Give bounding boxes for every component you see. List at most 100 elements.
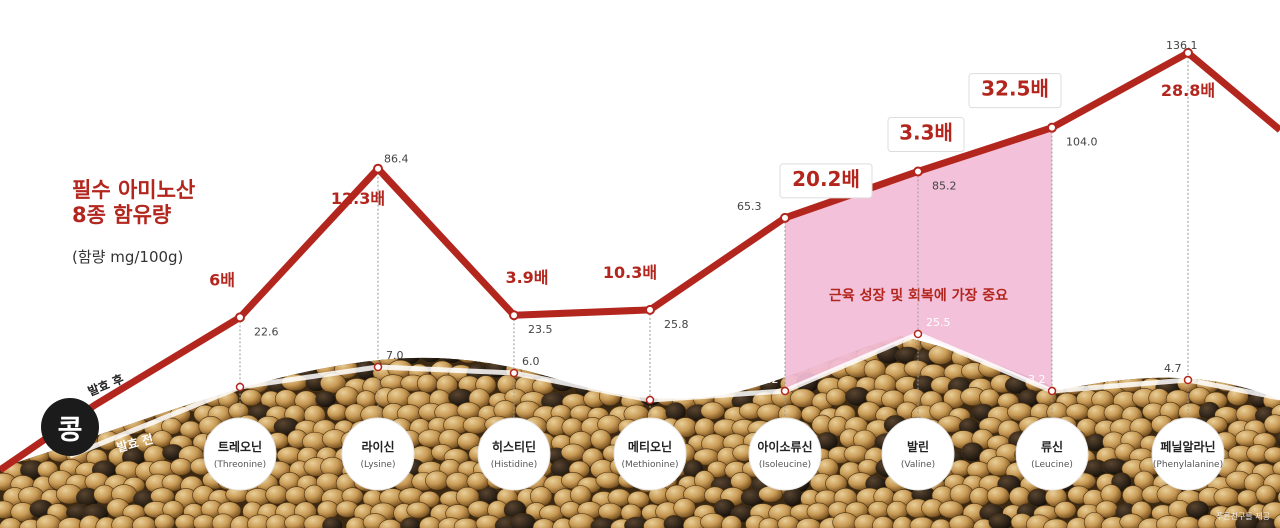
soybean — [1215, 345, 1238, 365]
point-after — [645, 304, 655, 315]
soybean — [153, 375, 180, 394]
soybean — [938, 500, 964, 519]
soybean — [1075, 336, 1100, 353]
soybean — [295, 336, 319, 349]
soybean — [521, 336, 548, 355]
soybean — [580, 336, 605, 353]
multiplier-label: 32.5배 — [981, 77, 1049, 101]
soybean — [595, 471, 622, 489]
value-label-before: 3.2 — [761, 373, 779, 386]
soybean — [1270, 349, 1280, 369]
soybean — [131, 349, 156, 368]
soybean — [634, 358, 660, 378]
value-label-after: 104.0 — [1066, 136, 1098, 149]
soybean — [1055, 336, 1079, 354]
soybean — [354, 336, 380, 352]
soybean — [988, 513, 1013, 528]
soybean — [1089, 336, 1116, 351]
point-after — [1047, 122, 1057, 133]
soybean — [1276, 429, 1280, 450]
soybean — [734, 336, 760, 353]
highlight-text: 근육 성장 및 회복에 가장 중요 — [829, 287, 1008, 304]
soybean — [416, 373, 438, 393]
category-circle — [1015, 417, 1089, 491]
soybean — [1170, 336, 1193, 350]
soybean — [673, 498, 696, 518]
title-line-1: 필수 아미노산 — [72, 178, 196, 202]
soybean — [618, 336, 642, 356]
point-after — [235, 312, 245, 323]
soybean — [1186, 500, 1210, 520]
soybean — [330, 336, 354, 351]
soybean — [1134, 336, 1157, 351]
multiplier-label: 12.3배 — [331, 189, 385, 208]
soybean — [151, 430, 173, 448]
bean-badge: 콩 — [41, 398, 99, 456]
category-label-en: (Threonine) — [214, 460, 266, 470]
soybean — [1270, 373, 1280, 392]
value-label-before: 2.5 — [658, 382, 676, 395]
soybean — [278, 336, 304, 356]
soybean — [1186, 336, 1211, 351]
soybean — [562, 359, 586, 379]
multiplier-label: 10.3배 — [603, 263, 657, 282]
guide-lines — [239, 56, 1189, 430]
multiplier-label: 28.8배 — [1161, 81, 1215, 100]
soybean — [420, 345, 442, 363]
soybean — [237, 359, 261, 380]
soybean — [1273, 513, 1280, 528]
soybean — [667, 350, 691, 370]
soybean — [447, 336, 471, 349]
category-label-ko: 아이소류신 — [757, 439, 812, 454]
soybean — [326, 403, 348, 422]
value-label-after: 65.3 — [737, 200, 762, 213]
soybean — [1251, 372, 1278, 393]
soybean — [54, 373, 81, 393]
point-before — [780, 386, 790, 396]
soybean — [335, 386, 359, 406]
value-label-after: 25.8 — [664, 318, 689, 331]
soybean — [284, 514, 308, 528]
multiplier-box — [968, 73, 1062, 109]
soybean — [189, 378, 213, 397]
soybean — [29, 336, 51, 354]
soybean — [1265, 336, 1280, 352]
soybean — [1114, 336, 1139, 352]
multiplier-label: 3.3배 — [899, 120, 953, 144]
soybean — [125, 392, 147, 410]
soybean — [583, 361, 606, 381]
soybean — [28, 358, 50, 378]
point-after — [1183, 47, 1193, 58]
soybean — [1277, 488, 1280, 507]
soybean — [560, 443, 586, 462]
soybean — [1178, 351, 1204, 368]
soybean — [173, 376, 196, 396]
soybean — [154, 513, 175, 528]
soybean — [170, 458, 192, 476]
soybean — [598, 502, 623, 521]
soybean — [424, 336, 450, 352]
unit-label: (함량 mg/100g) — [72, 248, 184, 266]
soybean — [189, 347, 211, 366]
soybean — [0, 378, 27, 397]
soybean — [0, 420, 15, 440]
soybean — [207, 345, 233, 363]
soybean — [701, 345, 725, 365]
soybean — [548, 349, 574, 368]
soybean — [12, 416, 38, 434]
soybean — [248, 348, 274, 366]
soybean — [1213, 487, 1240, 507]
soybean — [1242, 336, 1267, 353]
title-line-2: 8종 함유량 — [72, 203, 172, 227]
category-label-ko: 라이신 — [361, 439, 394, 454]
soybean — [1265, 364, 1280, 384]
multiplier-label: 3.9배 — [505, 268, 548, 287]
soybean — [9, 336, 35, 350]
soybean — [19, 378, 45, 395]
soybean — [425, 470, 450, 491]
soybean — [160, 387, 185, 406]
soybean — [756, 348, 783, 367]
category-circle — [341, 417, 415, 491]
